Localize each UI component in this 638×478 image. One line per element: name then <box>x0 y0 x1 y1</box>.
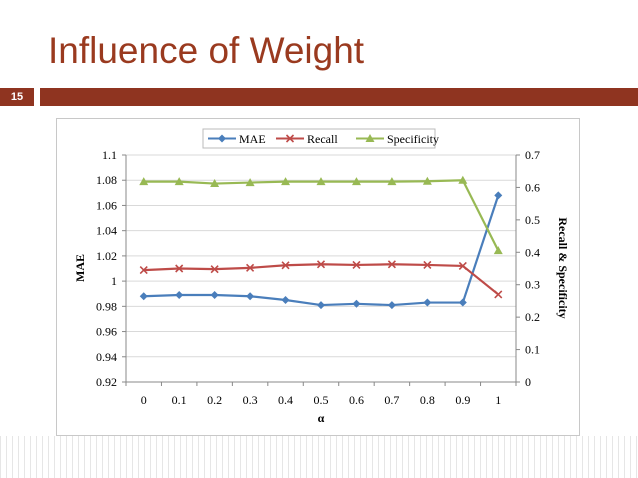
right-tick-label: 0.4 <box>525 245 540 259</box>
right-tick-label: 0.6 <box>525 180 540 194</box>
legend-label: Specificity <box>387 132 439 146</box>
x-tick-label: 0.8 <box>420 393 435 407</box>
data-point <box>316 177 326 186</box>
slide-title: Influence of Weight <box>48 30 365 71</box>
legend-item-mae: MAE <box>208 132 266 146</box>
chart-legend: MAE Recall Specificity <box>202 128 439 149</box>
data-point <box>458 261 467 270</box>
data-point <box>423 298 432 307</box>
x-tick-label: 0.1 <box>172 393 187 407</box>
left-tick-label: 0.98 <box>96 299 117 313</box>
data-point <box>218 134 226 143</box>
data-point <box>174 177 184 186</box>
left-tick-label: 0.94 <box>96 350 117 364</box>
chart-series <box>139 175 503 310</box>
legend-item-recall: Recall <box>276 132 338 146</box>
data-point <box>246 263 255 272</box>
x-tick-label: 0.3 <box>243 393 258 407</box>
series-recall <box>139 260 503 299</box>
data-point <box>458 298 467 307</box>
legend-label: Recall <box>307 132 338 146</box>
x-tick-label: 0.6 <box>349 393 364 407</box>
right-tick-label: 0 <box>525 375 531 389</box>
series-line <box>143 263 499 296</box>
y-axis-label-right: Recall & Specificity <box>556 217 570 318</box>
data-point <box>494 290 503 299</box>
data-point <box>423 260 432 269</box>
legend-item-specificity: Specificity <box>356 132 439 146</box>
series-line <box>143 179 500 252</box>
chart-frame <box>56 118 580 436</box>
data-point <box>281 177 291 186</box>
right-tick-label: 0.3 <box>525 278 540 292</box>
x-tick-label: 0 <box>141 393 147 407</box>
data-point <box>139 292 148 301</box>
data-point <box>365 134 375 142</box>
x-tick-label: 0.9 <box>455 393 470 407</box>
data-point <box>387 177 397 186</box>
x-tick-label: 0.4 <box>278 393 293 407</box>
data-point <box>210 179 220 188</box>
x-tick-label: 0.2 <box>207 393 222 407</box>
right-tick-label: 0.2 <box>525 310 540 324</box>
data-point <box>387 301 396 310</box>
data-point <box>139 266 148 275</box>
legend-box <box>202 128 436 149</box>
left-tick-label: 1.08 <box>96 173 117 187</box>
left-tick-label: 0.92 <box>96 375 117 389</box>
left-tick-label: 1 <box>111 274 117 288</box>
data-point <box>387 260 396 269</box>
x-axis-ticks: 0 0.1 0.2 0.3 0.4 0.5 0.6 0.7 0.8 0.9 1 <box>125 382 517 407</box>
data-point <box>285 134 295 143</box>
x-tick-label: 0.7 <box>384 393 399 407</box>
data-point <box>245 178 255 187</box>
data-point <box>422 176 432 185</box>
chart-axes <box>125 155 517 383</box>
left-tick-label: 1.02 <box>96 249 117 263</box>
left-axis-ticks: 0.92 0.94 0.96 0.98 1 1.02 1.04 1.06 1.08 1.1 <box>96 148 126 389</box>
data-point <box>210 290 219 299</box>
data-point <box>317 301 325 310</box>
data-point <box>352 260 361 269</box>
data-point <box>458 175 468 184</box>
data-point <box>246 292 255 301</box>
left-tick-label: 1.04 <box>96 224 117 238</box>
data-point <box>210 265 219 274</box>
slide-footer-pattern <box>0 436 638 478</box>
data-point <box>351 177 361 186</box>
left-tick-label: 0.96 <box>96 325 117 339</box>
right-tick-label: 0.1 <box>525 343 540 357</box>
x-tick-label: 0.5 <box>314 393 329 407</box>
series-mae <box>139 191 503 310</box>
data-point <box>281 261 290 270</box>
right-tick-label: 0.5 <box>525 213 540 227</box>
x-axis-label: α <box>318 411 325 425</box>
x-tick-label: 1 <box>495 393 501 407</box>
title-accent-bar <box>40 88 638 106</box>
right-axis-ticks: 0 0.1 0.2 0.3 0.4 0.5 0.6 0.7 <box>516 148 540 389</box>
data-point <box>175 264 184 273</box>
data-point <box>139 177 149 186</box>
slide-number-badge: 15 <box>0 88 34 106</box>
data-point <box>316 260 326 269</box>
data-point <box>352 299 361 308</box>
data-point <box>175 290 184 299</box>
data-point <box>493 246 503 255</box>
data-point <box>494 191 503 200</box>
series-line <box>143 195 500 307</box>
left-tick-label: 1.1 <box>102 148 117 162</box>
right-tick-label: 0.7 <box>525 148 540 162</box>
data-point <box>281 296 290 305</box>
y-axis-label-left: MAE <box>73 254 87 282</box>
series-specificity <box>139 175 503 255</box>
legend-label: MAE <box>239 132 266 146</box>
left-tick-label: 1.06 <box>96 198 117 212</box>
